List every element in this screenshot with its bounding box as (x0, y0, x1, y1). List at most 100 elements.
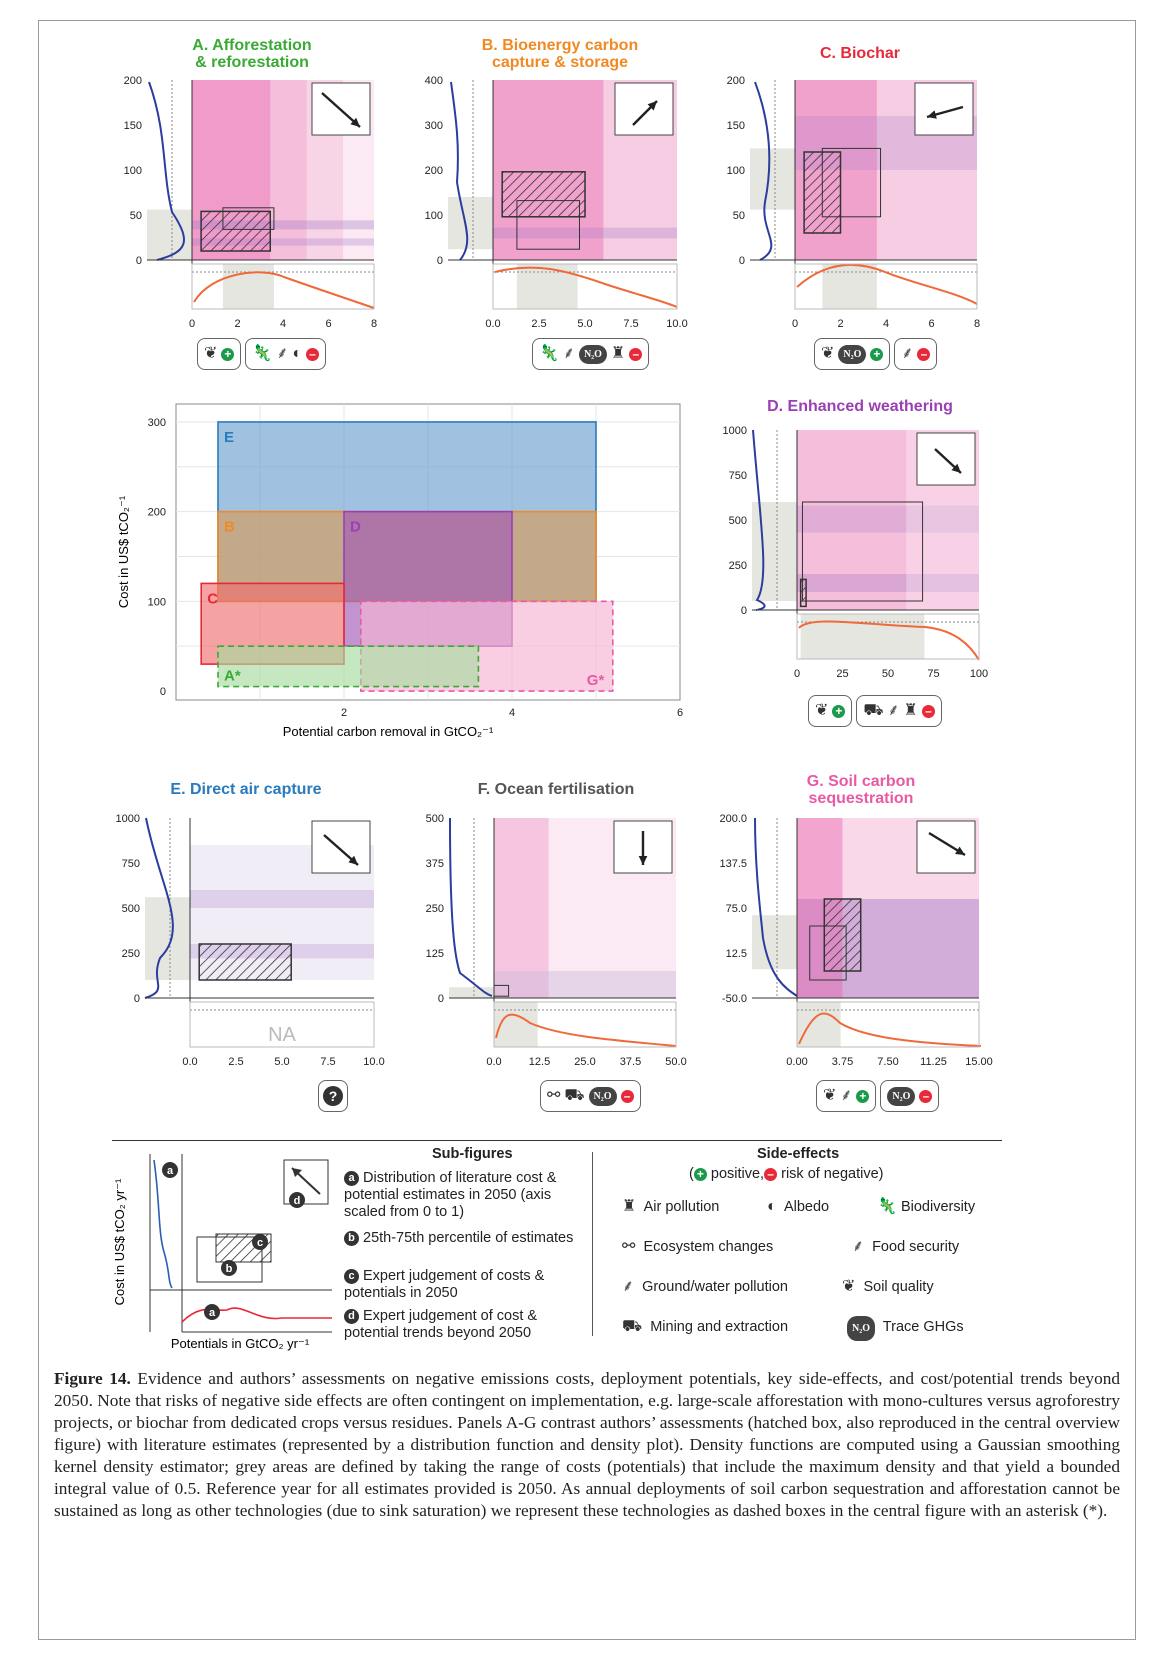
minus-icon: – (629, 347, 643, 361)
central-overview-chart: E B D C G* A* 2 4 6 0 100 200 300 Potential carbon re… (116, 403, 683, 739)
x-tick-label: 2.5 (228, 1056, 243, 1068)
literature-iqr-box (809, 925, 847, 981)
x-tick-label: 2 (234, 318, 240, 330)
grey-iqr-area (145, 897, 190, 980)
positive-side-effects: ❦ + (197, 338, 242, 370)
x-tick-label: 50 (882, 668, 894, 680)
y-tick-label: 100 (727, 165, 745, 177)
negative-side-effects: 🦎 ⸙ ◐ – (245, 338, 327, 370)
x-tick-label: 6 (677, 707, 683, 719)
x-tick-label: 7.5 (623, 318, 638, 330)
y-tick-label: 12.5 (726, 948, 747, 960)
legend-item-b: b 25th-75th percentile of estimates (344, 1230, 594, 1247)
legend-rule (112, 1140, 1002, 1141)
bottom-frame (493, 1001, 677, 1048)
y-tick-label: 750 (122, 858, 140, 870)
legend: a b c d a Cost in US$ tCO₂ yr⁻¹ Potentials in … (112, 1140, 1002, 1351)
x-tick-label: 0.0 (182, 1056, 197, 1068)
air-pollution-icon: ♜ (610, 345, 626, 362)
expert-judgement-box (799, 578, 807, 608)
panel-f-title: F. Ocean fertilisation (477, 781, 635, 798)
soil-quality-icon: ❦ (823, 1087, 837, 1104)
positive-side-effects: ❦ ⸙ + (816, 1080, 877, 1112)
side-biodiversity: 🦎 Biodiversity (877, 1198, 976, 1215)
plus-icon: + (870, 347, 884, 361)
y-tick-label: 0 (437, 255, 443, 267)
marker-b: b (344, 1231, 359, 1246)
legend-item-c: c Expert judgement of costs & potentials … (344, 1268, 545, 1301)
expert-judgement-box (198, 943, 292, 981)
bottom-frame (796, 613, 980, 660)
panel-e-title: E. Direct air capture (170, 781, 322, 798)
y-tick-label: 375 (426, 858, 444, 870)
soil-quality-icon: ❦ (821, 345, 835, 362)
y-tick-label: 100 (148, 596, 166, 608)
positive-side-effects: ❦ N₂O + (814, 338, 891, 370)
food-security-icon: ⸙ (276, 345, 289, 362)
air-pollution-icon: ♜ (903, 702, 918, 719)
trace-ghg-icon: N₂O (847, 1316, 875, 1341)
bottom-frame (796, 1001, 980, 1048)
y-tick-label: 50 (733, 210, 745, 222)
mini-x-axis-label: Potentials in GtCO₂ yr⁻¹ (171, 1336, 310, 1351)
x-tick-label: 8 (371, 318, 377, 330)
mining-icon: ⛟ (863, 702, 884, 719)
side-ground-water-pollution: ⸙ Ground/water pollution (622, 1278, 788, 1295)
panel-c-side-effects: ❦ N₂O + ⸙ – (814, 338, 938, 370)
minus-icon: – (921, 704, 935, 718)
y-tick-label: 200 (727, 75, 745, 87)
subfigures-heading: Sub-figures (432, 1146, 513, 1162)
trend-arrowhead (348, 855, 358, 865)
y-tick-label: 300 (425, 120, 443, 132)
y-tick-label: 0 (438, 993, 444, 1005)
caption-text: Evidence and authors’ assessments on neg… (54, 1369, 1120, 1520)
y-tick-label: 100 (425, 210, 443, 222)
y-tick-label: 150 (124, 120, 142, 132)
x-tick-label: 0 (794, 668, 800, 680)
panel-b-plot: 400 300 200 100 0 0.0 2.5 5.0 7.5 10.0 (425, 75, 688, 330)
panel-d-title: D. Enhanced weathering (767, 398, 953, 415)
marker-a (162, 1162, 178, 1178)
x-tick-label: 2 (341, 707, 347, 719)
x-tick-label: 4 (509, 707, 515, 719)
air-pollution-icon: ♜ (622, 1198, 637, 1215)
marker-label: d (294, 1195, 301, 1207)
biodiversity-icon: 🦎 (539, 345, 559, 362)
trace-ghg-icon: N₂O (887, 1086, 916, 1106)
x-tick-label: 0 (792, 318, 798, 330)
y-axis-label: Cost in US$ tCO₂⁻¹ (116, 495, 131, 608)
density-band (493, 227, 677, 239)
cost-density-curve (754, 81, 773, 261)
marker-label: c (257, 1237, 263, 1249)
panel-d-side-effects: ❦ + ⛟ ⸙ ♜ – (808, 695, 942, 727)
minus-icon: – (764, 1168, 778, 1181)
expert-judgement-box (200, 210, 272, 252)
minus-icon: – (917, 347, 931, 361)
bottom-frame (191, 263, 375, 310)
grey-iqr-area (752, 502, 797, 601)
panel-a: A. Afforestation & reforestation 200 150 10… (112, 32, 392, 377)
trend-arrowhead (927, 110, 937, 119)
y-tick-label: 500 (122, 903, 140, 915)
y-tick-label: 1000 (116, 813, 140, 825)
y-tick-label: 137.5 (719, 858, 747, 870)
density-band (192, 220, 374, 230)
side-mining: ⛟ Mining and extraction (622, 1318, 789, 1335)
potential-density-curve (796, 263, 978, 305)
x-tick-label: 7.5 (320, 1056, 335, 1068)
negative-side-effects: ⸙ – (894, 338, 938, 370)
cost-density-curve (754, 817, 798, 997)
y-tick-label: 250 (729, 560, 747, 572)
y-tick-label: 50 (130, 210, 142, 222)
minus-icon: – (919, 1089, 933, 1103)
y-tick-label: 200.0 (719, 813, 747, 825)
potential-density-curve (495, 1013, 677, 1047)
box-label: D (350, 519, 361, 536)
y-tick-label: 100 (124, 165, 142, 177)
side-effects-key: (+ positive, – risk of negative) (689, 1166, 884, 1182)
marker-c: c (344, 1269, 359, 1284)
mini-y-axis-label: Cost in US$ tCO₂ yr⁻¹ (112, 1178, 127, 1305)
x-tick-label: 12.5 (529, 1056, 550, 1068)
marker-d (289, 1192, 305, 1208)
y-tick-label: 200 (425, 165, 443, 177)
